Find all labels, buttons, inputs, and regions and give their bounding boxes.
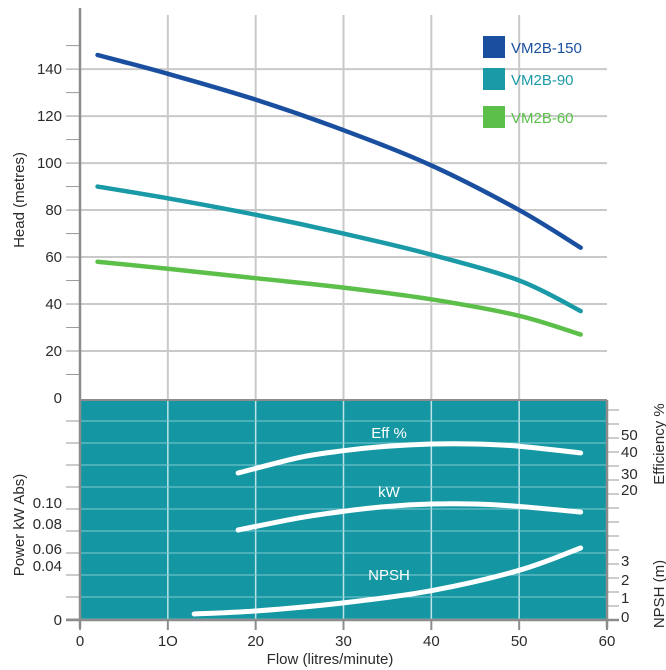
- y-tick-label: 0: [54, 390, 62, 407]
- power-tick-label: 0.06: [33, 541, 62, 558]
- x-tick-label: 0: [76, 633, 84, 650]
- legend-swatch: [483, 36, 505, 58]
- legend-swatch: [483, 68, 505, 90]
- npsh-tick-label: 1: [621, 590, 629, 607]
- legend-label: VM2B-90: [511, 72, 574, 89]
- y-axis-label-efficiency: Efficiency %: [651, 403, 666, 484]
- y-tick-label: 60: [45, 249, 62, 266]
- axes: [66, 8, 619, 630]
- power-tick-label: 0.08: [33, 516, 62, 533]
- power-curves: Eff % kW NPSH: [191, 425, 584, 617]
- legend-swatch: [483, 106, 505, 128]
- legend-label: VM2B-60: [511, 110, 574, 127]
- y-tick-label: 140: [37, 61, 62, 78]
- curve-label: kW: [378, 484, 401, 501]
- y-axis-label-power: Power kW Abs): [11, 474, 28, 577]
- head-curves: [95, 52, 583, 337]
- power-tick-label: 0.04: [33, 558, 62, 575]
- x-axis-label: Flow (litres/minute): [267, 651, 394, 668]
- x-tick-label: 20: [247, 633, 264, 650]
- series-line-eff-: [235, 441, 584, 476]
- y-tick-label: 120: [37, 108, 62, 125]
- curve-label: Eff %: [371, 425, 407, 442]
- series-line-kw: [235, 501, 584, 533]
- efficiency-tick-label: 40: [621, 444, 638, 461]
- npsh-tick-label: 2: [621, 572, 629, 589]
- npsh-tick-label: 3: [621, 553, 629, 570]
- series-line-vm2b-150: [95, 52, 583, 250]
- y-axis-label-head: Head (metres): [11, 152, 28, 248]
- y-axis-label-npsh: NPSH (m): [651, 560, 666, 628]
- x-tick-label: 30: [335, 633, 352, 650]
- efficiency-tick-label: 50: [621, 427, 638, 444]
- y-tick-label: 20: [45, 343, 62, 360]
- tick-labels: 0 1O 20 30 40 50 600204060801001201400.100.080…: [33, 61, 638, 650]
- legend-label: VM2B-150: [511, 40, 582, 57]
- curve-label: NPSH: [368, 567, 410, 584]
- y-tick-label: 40: [45, 296, 62, 313]
- legend: VM2B-150 VM2B-90 VM2B-60: [483, 36, 582, 128]
- y-tick-label: 80: [45, 202, 62, 219]
- x-tick-label: 1O: [158, 633, 178, 650]
- series-line-vm2b-90: [95, 184, 583, 314]
- series-line-npsh: [191, 545, 584, 617]
- x-tick-label: 40: [423, 633, 440, 650]
- series-line-vm2b-60: [95, 259, 583, 337]
- npsh-tick-label: 0: [621, 609, 629, 626]
- x-tick-label: 50: [511, 633, 528, 650]
- x-tick-label: 60: [599, 633, 616, 650]
- power-tick-label: 0: [54, 612, 62, 629]
- y-tick-label: 100: [37, 155, 62, 172]
- efficiency-tick-label: 20: [621, 482, 638, 499]
- efficiency-tick-label: 30: [621, 466, 638, 483]
- power-tick-label: 0.10: [33, 495, 62, 512]
